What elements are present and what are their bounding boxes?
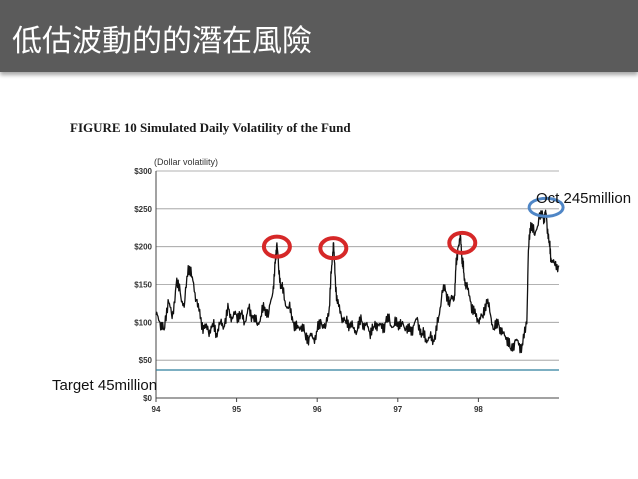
figure-title: FIGURE 10 Simulated Daily Volatility of … xyxy=(70,120,351,135)
slide-title: 低估波動的的潛在風險 xyxy=(12,24,312,59)
peak-circle-blue xyxy=(527,196,565,218)
x-tick-label: 98 xyxy=(474,405,483,414)
y-tick-label: $250 xyxy=(134,205,152,214)
y-tick-label: $150 xyxy=(134,281,152,290)
y-tick-label: $300 xyxy=(134,167,152,176)
peak-markers xyxy=(261,196,565,261)
peak-circle-red xyxy=(318,236,349,261)
oct-annotation: Oct 245million xyxy=(536,190,632,207)
peak-circle-red xyxy=(261,234,292,259)
peak-circle-red xyxy=(447,230,478,255)
grid-lines xyxy=(155,170,559,399)
x-tick-label: 95 xyxy=(232,405,241,414)
target-annotation: Target 45million xyxy=(52,377,158,394)
x-tick-label: 97 xyxy=(393,405,402,414)
series-line xyxy=(155,209,560,354)
x-tick-label: 94 xyxy=(152,405,161,414)
y-tick-labels: $0 $50 $100 $150 $200 $250 $300 xyxy=(134,167,152,403)
x-tick-labels: 94 95 96 97 98 xyxy=(152,398,483,414)
y-tick-label: $50 xyxy=(139,356,153,365)
y-tick-label: $200 xyxy=(134,243,152,252)
slide-header: 低估波動的的潛在風險 xyxy=(0,0,638,72)
y-tick-label: $100 xyxy=(134,318,152,327)
y-tick-label: $0 xyxy=(143,394,152,403)
x-tick-label: 96 xyxy=(313,405,322,414)
y-axis-label: (Dollar volatility) xyxy=(154,157,218,167)
